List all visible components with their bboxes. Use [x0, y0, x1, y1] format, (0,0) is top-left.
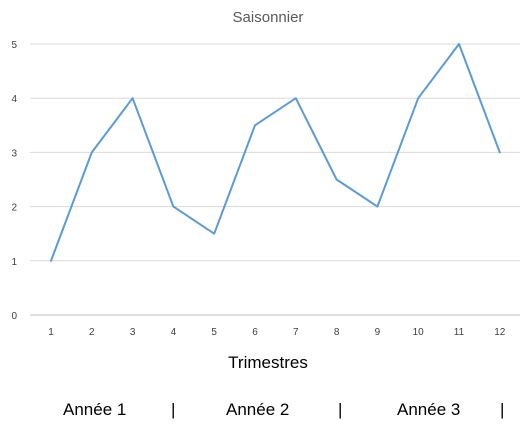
- y-tick-label: 4: [11, 94, 17, 105]
- chart-title: Saisonnier: [233, 9, 304, 26]
- x-tick-label: 3: [130, 327, 136, 338]
- y-tick-label: 3: [11, 148, 17, 159]
- x-axis-title: Trimestres: [228, 353, 308, 372]
- x-tick-label: 12: [494, 327, 506, 338]
- footer-separator-1: |: [171, 400, 176, 419]
- y-tick-labels: 0 1 2 3 4 5: [11, 40, 17, 322]
- x-tick-label: 8: [334, 327, 340, 338]
- x-tick-label: 11: [454, 327, 465, 338]
- y-tick-label: 2: [11, 203, 17, 214]
- x-tick-label: 10: [413, 327, 425, 338]
- x-tick-label: 4: [171, 327, 177, 338]
- footer-year-3: Année 3: [397, 400, 461, 419]
- series-layer: [50, 43, 501, 262]
- y-tick-label: 1: [11, 257, 17, 268]
- footer-separator-3: |: [500, 400, 505, 419]
- series-line-1: [50, 43, 501, 262]
- footer-separator-2: |: [338, 400, 343, 419]
- x-tick-label: 7: [293, 327, 299, 338]
- x-tick-labels: 1 2 3 4 5 6 7 8 9 10 11 12: [48, 327, 506, 338]
- y-tick-label: 5: [11, 40, 17, 51]
- x-tick-label: 5: [211, 327, 217, 338]
- footer-year-2: Année 2: [226, 400, 290, 419]
- x-tick-label: 6: [252, 327, 258, 338]
- footer-year-1: Année 1: [63, 400, 127, 419]
- x-tick-label: 1: [48, 327, 54, 338]
- y-tick-label: 0: [11, 311, 17, 322]
- x-tick-label: 9: [375, 327, 381, 338]
- x-tick-label: 2: [89, 327, 95, 338]
- gridlines: [30, 43, 520, 316]
